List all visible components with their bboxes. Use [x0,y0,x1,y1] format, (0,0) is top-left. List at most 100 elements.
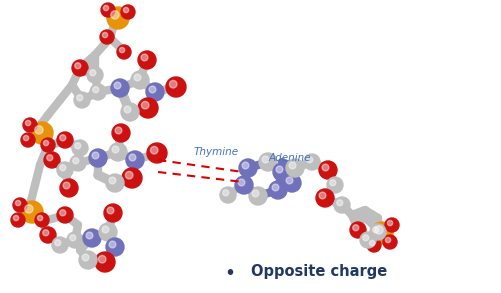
Circle shape [109,177,116,184]
Circle shape [362,235,368,241]
Circle shape [82,254,89,261]
Circle shape [90,84,106,100]
Circle shape [252,190,259,197]
Circle shape [13,198,27,212]
Circle shape [374,226,382,234]
Circle shape [72,140,88,156]
Circle shape [112,124,130,142]
Circle shape [238,159,257,177]
Circle shape [141,101,149,109]
Circle shape [241,162,248,169]
Circle shape [103,5,109,11]
Circle shape [369,224,385,240]
Circle shape [24,135,29,141]
Circle shape [41,138,55,152]
Circle shape [306,157,312,163]
Circle shape [106,238,124,256]
Circle shape [107,7,129,29]
Circle shape [98,255,106,263]
Circle shape [169,80,177,88]
Circle shape [57,132,73,148]
Circle shape [90,70,96,76]
Circle shape [25,205,33,213]
Circle shape [385,237,390,243]
Circle shape [104,204,122,222]
Circle shape [126,151,144,169]
Circle shape [259,153,277,171]
Circle shape [138,51,156,69]
Circle shape [92,152,99,159]
Circle shape [276,166,283,173]
Circle shape [60,165,66,171]
Circle shape [109,241,116,248]
Circle shape [11,213,25,227]
Circle shape [86,232,93,239]
Circle shape [150,146,158,154]
Circle shape [123,7,128,13]
Circle shape [125,171,133,179]
Circle shape [57,162,73,178]
Circle shape [370,222,392,244]
Circle shape [119,47,124,53]
Circle shape [149,86,156,93]
Circle shape [326,177,342,193]
Circle shape [95,252,115,272]
Circle shape [107,207,114,214]
Circle shape [77,95,83,101]
Circle shape [99,223,117,241]
Circle shape [222,190,228,196]
Circle shape [129,154,136,161]
Circle shape [35,126,43,134]
Circle shape [26,120,31,126]
Circle shape [387,220,392,226]
Circle shape [131,71,149,89]
Circle shape [318,161,336,179]
Circle shape [289,162,295,169]
Circle shape [115,127,122,134]
Circle shape [106,174,124,192]
Circle shape [366,238,380,252]
Circle shape [44,152,60,168]
Circle shape [147,143,167,163]
Circle shape [67,232,83,248]
Circle shape [79,251,97,269]
Circle shape [114,82,121,89]
Circle shape [124,106,131,113]
Text: Thymine: Thymine [193,147,238,157]
Circle shape [272,184,279,191]
Circle shape [60,135,66,141]
Circle shape [60,210,66,216]
Circle shape [319,192,325,199]
Circle shape [146,83,164,101]
Circle shape [37,215,43,221]
Circle shape [336,200,342,206]
Circle shape [93,87,99,93]
Circle shape [384,218,398,232]
Circle shape [111,11,119,19]
Text: Adenine: Adenine [268,153,311,163]
Circle shape [14,215,19,221]
Circle shape [219,187,235,203]
Circle shape [329,180,335,186]
Circle shape [40,227,56,243]
Circle shape [57,207,73,223]
Circle shape [283,174,301,192]
Circle shape [111,79,129,97]
Circle shape [55,240,61,246]
Circle shape [315,189,333,207]
Circle shape [101,3,115,17]
Circle shape [87,67,103,83]
Circle shape [112,146,119,153]
Circle shape [23,118,37,132]
Circle shape [134,74,141,81]
Circle shape [273,163,291,181]
Circle shape [60,179,78,197]
Circle shape [349,222,365,238]
Circle shape [16,200,21,206]
Circle shape [359,232,375,248]
Circle shape [75,63,81,69]
Circle shape [117,45,131,59]
Circle shape [286,159,304,177]
Circle shape [75,143,81,149]
Circle shape [122,168,142,188]
